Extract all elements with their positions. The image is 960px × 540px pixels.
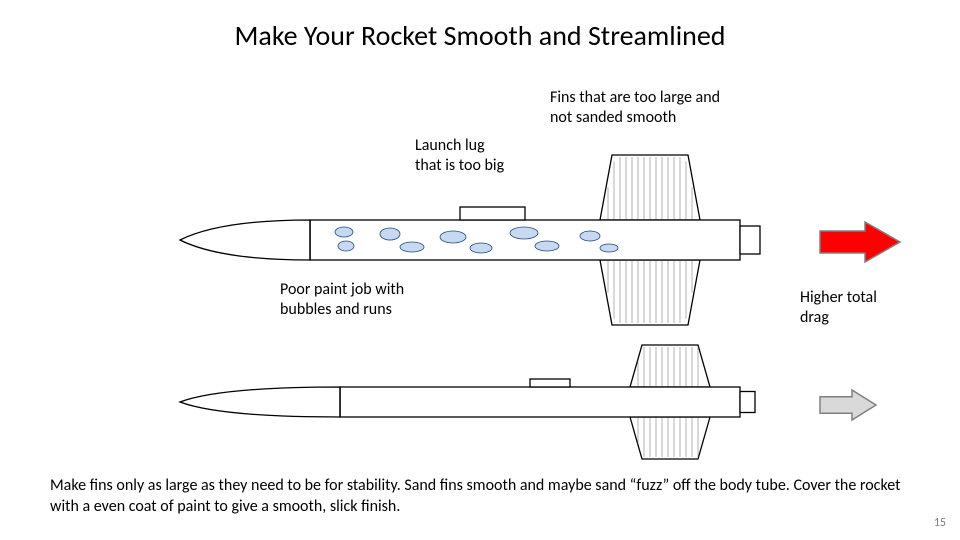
diagram-canvas: [0, 0, 960, 540]
